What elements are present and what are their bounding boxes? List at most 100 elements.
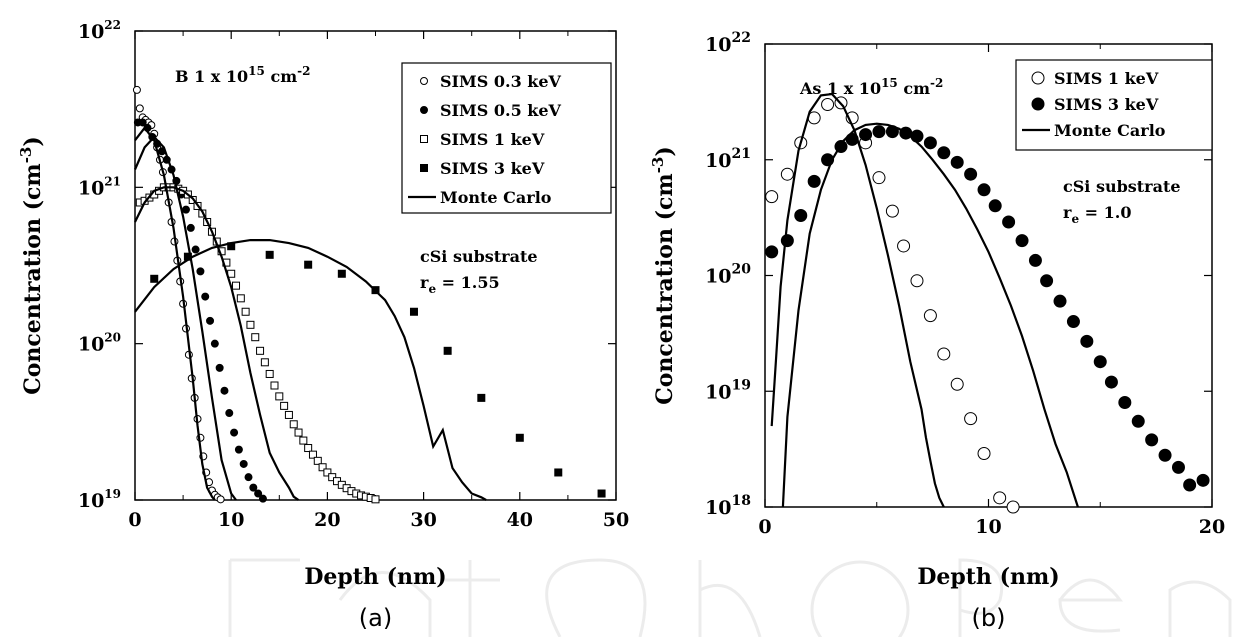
legend-label: SIMS 1 keV bbox=[440, 130, 545, 149]
data-point bbox=[443, 346, 452, 355]
data-point bbox=[554, 468, 563, 477]
series-sims-3-kev bbox=[150, 242, 606, 498]
data-point bbox=[215, 363, 224, 372]
data-point bbox=[1158, 448, 1172, 462]
re-sub: e bbox=[428, 282, 436, 296]
data-point bbox=[937, 347, 951, 361]
y-tick-label-base: 10 bbox=[78, 334, 104, 356]
y-axis-title-close: ) bbox=[652, 146, 678, 156]
y-tick-label-exp: 20 bbox=[104, 331, 121, 345]
data-point bbox=[1183, 478, 1197, 492]
data-point bbox=[186, 223, 195, 232]
data-point bbox=[1093, 355, 1107, 369]
x-tick-label: 20 bbox=[1199, 516, 1225, 538]
data-point bbox=[239, 459, 248, 468]
data-point bbox=[1028, 253, 1042, 267]
dose-unit: cm bbox=[898, 79, 930, 98]
y-tick-label-base: 10 bbox=[705, 266, 731, 288]
data-point bbox=[318, 463, 327, 472]
legend-box bbox=[1015, 59, 1213, 151]
dose-unit-exp: -2 bbox=[930, 76, 943, 90]
data-point bbox=[270, 381, 279, 390]
data-point bbox=[216, 495, 225, 504]
y-tick-label-base: 10 bbox=[78, 21, 104, 43]
dose-annotation: As 1 x 1015 cm-2 bbox=[799, 76, 943, 98]
data-point bbox=[206, 316, 215, 325]
watermark bbox=[228, 558, 1232, 637]
data-point bbox=[254, 489, 263, 498]
data-point bbox=[299, 436, 308, 445]
data-point bbox=[794, 208, 808, 222]
data-point bbox=[201, 292, 210, 301]
legend-label: Monte Carlo bbox=[440, 188, 552, 207]
data-point bbox=[181, 205, 190, 214]
x-tick-label: 20 bbox=[314, 509, 340, 531]
data-point bbox=[964, 167, 978, 181]
monte-carlo-line bbox=[781, 122, 1079, 508]
y-tick-label-exp: 20 bbox=[732, 262, 752, 278]
data-point bbox=[371, 495, 380, 504]
legend-label: Monte Carlo bbox=[1054, 121, 1166, 140]
data-point bbox=[1080, 334, 1094, 348]
data-point bbox=[780, 167, 794, 181]
dose-exp: 15 bbox=[248, 64, 265, 78]
dose-annotation: B 1 x 1015 cm-2 bbox=[175, 64, 310, 86]
data-point bbox=[246, 320, 255, 329]
data-point bbox=[275, 392, 284, 401]
data-point bbox=[885, 204, 899, 218]
data-point bbox=[244, 473, 253, 482]
y-tick-label: 1018 bbox=[705, 493, 751, 519]
y-tick-label-exp: 22 bbox=[732, 30, 751, 46]
data-point bbox=[910, 274, 924, 288]
legend-marker bbox=[1031, 97, 1045, 111]
y-tick-label-base: 10 bbox=[705, 497, 731, 519]
data-point bbox=[1104, 375, 1118, 389]
data-point bbox=[260, 358, 269, 367]
data-point bbox=[236, 294, 245, 303]
data-point bbox=[923, 136, 937, 150]
data-point bbox=[1040, 274, 1054, 288]
x-tick-label: 10 bbox=[218, 509, 244, 531]
y-axis-title-base: Concentration (cm bbox=[20, 163, 46, 395]
data-point bbox=[993, 491, 1007, 505]
data-point bbox=[294, 428, 303, 437]
substrate-annotation: cSi substrate bbox=[1063, 177, 1181, 196]
legend-label: SIMS 3 keV bbox=[1054, 95, 1159, 114]
data-point bbox=[313, 456, 322, 465]
monte-carlo-line bbox=[134, 186, 300, 501]
data-point bbox=[196, 267, 205, 276]
re-suffix: = 1.55 bbox=[436, 273, 500, 292]
data-point bbox=[923, 309, 937, 323]
data-point bbox=[265, 250, 274, 259]
data-point bbox=[265, 369, 274, 378]
x-axis-title: Depth (nm) bbox=[917, 564, 1059, 590]
series-sims-1-kev bbox=[765, 96, 1020, 514]
legend-marker bbox=[420, 164, 428, 172]
y-tick-label: 1022 bbox=[78, 18, 121, 43]
y-tick-label: 1019 bbox=[78, 487, 121, 512]
data-point bbox=[1053, 294, 1067, 308]
x-tick-label: 30 bbox=[410, 509, 436, 531]
legend-marker bbox=[420, 106, 428, 114]
series-monte-carlo bbox=[770, 92, 1079, 508]
legend-label: SIMS 1 keV bbox=[1054, 69, 1159, 88]
data-point bbox=[477, 393, 486, 402]
data-point bbox=[821, 98, 835, 112]
y-axis-title: Concentration (cm-3) bbox=[649, 146, 678, 405]
monte-carlo-line bbox=[134, 239, 487, 501]
y-tick-label-exp: 21 bbox=[104, 174, 121, 188]
data-point bbox=[1131, 414, 1145, 428]
y-tick-label: 1021 bbox=[78, 174, 121, 199]
dose-unit: cm bbox=[265, 67, 297, 86]
data-point bbox=[249, 483, 258, 492]
re-prefix: r bbox=[420, 273, 429, 292]
y-tick-label-base: 10 bbox=[78, 177, 104, 199]
data-point bbox=[964, 412, 978, 426]
legend-marker bbox=[420, 77, 428, 85]
y-tick-label-base: 10 bbox=[78, 490, 104, 512]
y-tick-label-base: 10 bbox=[705, 381, 731, 403]
re-annotation: re = 1.0 bbox=[1063, 203, 1131, 226]
